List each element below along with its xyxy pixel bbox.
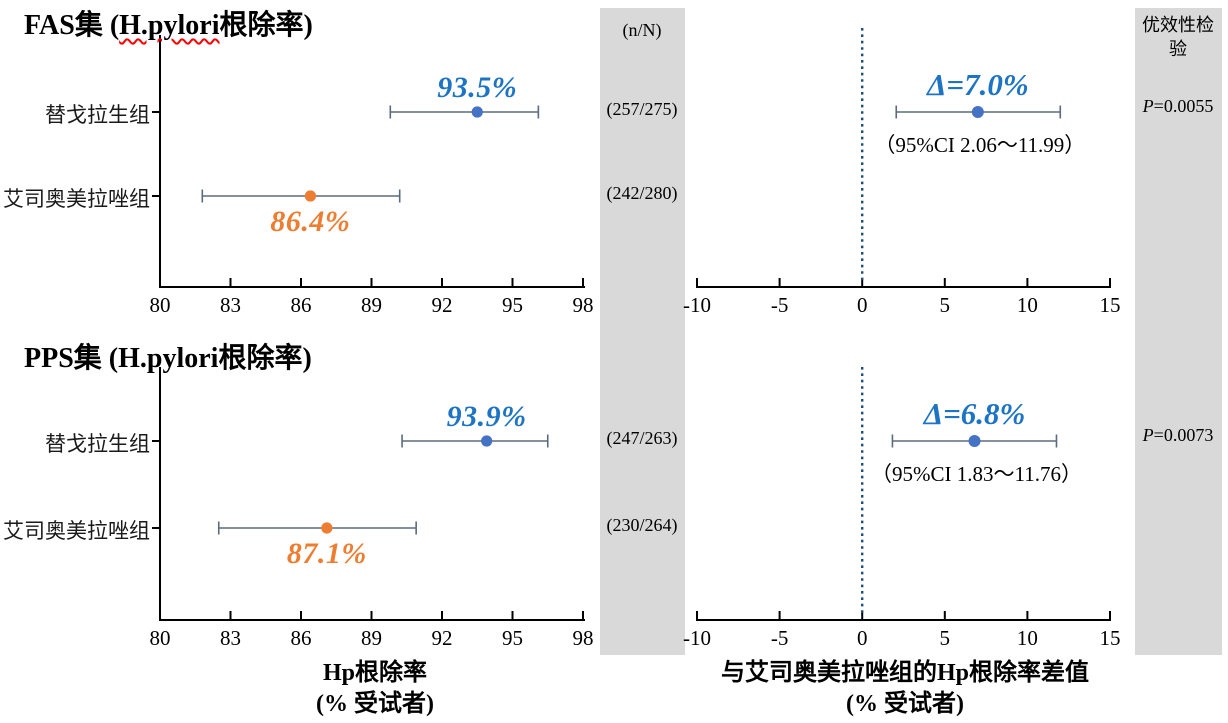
n-over-N-header: (n/N) (622, 20, 662, 40)
group-label-tegoprazan-pps: 替戈拉生组 (45, 432, 150, 456)
left-axis-caption-line2: (% 受试者) (316, 690, 434, 717)
svg-text:5: 5 (940, 293, 951, 317)
group-label-esomeprazole-pps: 艾司奥美拉唑组 (3, 519, 150, 543)
svg-text:83: 83 (220, 293, 241, 317)
left-axis-caption: Hp根除率 (% 受试者) (316, 658, 434, 719)
spellcheck-underlined-word: H.pylori (119, 10, 220, 41)
left-axis-caption-line1: Hp根除率 (322, 660, 428, 686)
delta-ci-text-pps: （95%CI 1.83～11.76） (871, 462, 1083, 486)
group-label-tegoprazan-fas: 替戈拉生组 (45, 103, 150, 127)
svg-text:83: 83 (220, 626, 241, 650)
svg-text:15: 15 (1100, 626, 1121, 650)
svg-text:92: 92 (432, 626, 453, 650)
group-label-esomeprazole-fas: 艾司奥美拉唑组 (3, 187, 150, 211)
title-text: 根除率) (219, 10, 313, 41)
svg-text:15: 15 (1100, 293, 1121, 317)
rate-label-pps-esomeprazole: 87.1% (286, 537, 367, 570)
svg-text:0: 0 (857, 626, 868, 650)
right-axis-caption-line2: (% 受试者) (846, 690, 964, 717)
p-number: =0.0073 (1153, 425, 1214, 445)
p-symbol: P (1142, 425, 1154, 445)
svg-text:89: 89 (361, 626, 382, 650)
p-value-pps: P=0.0073 (1143, 425, 1214, 446)
right-axis-caption-line1: 与艾司奥美拉唑组的Hp根除率差值 (720, 660, 1090, 686)
superiority-test-header: 优效性检验 (1142, 15, 1214, 60)
svg-text:-10: -10 (683, 293, 711, 317)
rate-label-fas-esomeprazole: 86.4% (270, 205, 351, 238)
title-text: H.pylori (118, 343, 219, 374)
right-axis-caption: 与艾司奥美拉唑组的Hp根除率差值 (% 受试者) (721, 658, 1089, 719)
svg-text:80: 80 (150, 626, 171, 650)
rate-label-pps-tegoprazan: 93.9% (446, 400, 527, 433)
svg-text:80: 80 (150, 293, 171, 317)
svg-text:98: 98 (573, 293, 594, 317)
svg-text:0: 0 (857, 293, 868, 317)
svg-text:95: 95 (502, 626, 523, 650)
delta-ci-text-fas: （95%CI 2.06～11.99） (874, 133, 1086, 157)
svg-text:86: 86 (291, 626, 312, 650)
rate-label-fas-tegoprazan: 93.5% (437, 71, 518, 104)
n-over-N-pps-row1: (247/263) (606, 428, 678, 448)
p-number: =0.0055 (1153, 96, 1214, 116)
svg-text:5: 5 (940, 626, 951, 650)
p-value-fas: P=0.0055 (1143, 96, 1214, 117)
svg-text:86: 86 (291, 293, 312, 317)
n-over-N-fas-row2: (242/280) (606, 183, 678, 203)
delta-label-fas: Δ=7.0% (926, 67, 1029, 102)
svg-text:10: 10 (1017, 293, 1038, 317)
superiority-test-column (1135, 8, 1222, 655)
title-text: PPS集 ( (24, 343, 119, 374)
pps-panel-title: PPS集 (H.pylori根除率) (24, 336, 312, 376)
n-over-N-fas-row1: (257/275) (606, 99, 678, 119)
svg-text:89: 89 (361, 293, 382, 317)
svg-text:-10: -10 (683, 626, 711, 650)
svg-text:95: 95 (502, 293, 523, 317)
n-over-N-pps-row2: (230/264) (606, 515, 678, 535)
svg-text:10: 10 (1017, 626, 1038, 650)
svg-text:92: 92 (432, 293, 453, 317)
p-symbol: P (1142, 96, 1154, 116)
n-over-N-column (600, 8, 685, 655)
title-text: FAS集 ( (24, 10, 120, 41)
svg-text:-5: -5 (771, 293, 789, 317)
fas-panel-title: FAS集 (H.pylori根除率) (24, 3, 313, 43)
delta-label-pps: Δ=6.8% (923, 396, 1026, 431)
svg-text:98: 98 (573, 626, 594, 650)
title-text: 根除率) (218, 343, 312, 374)
svg-text:-5: -5 (771, 626, 789, 650)
